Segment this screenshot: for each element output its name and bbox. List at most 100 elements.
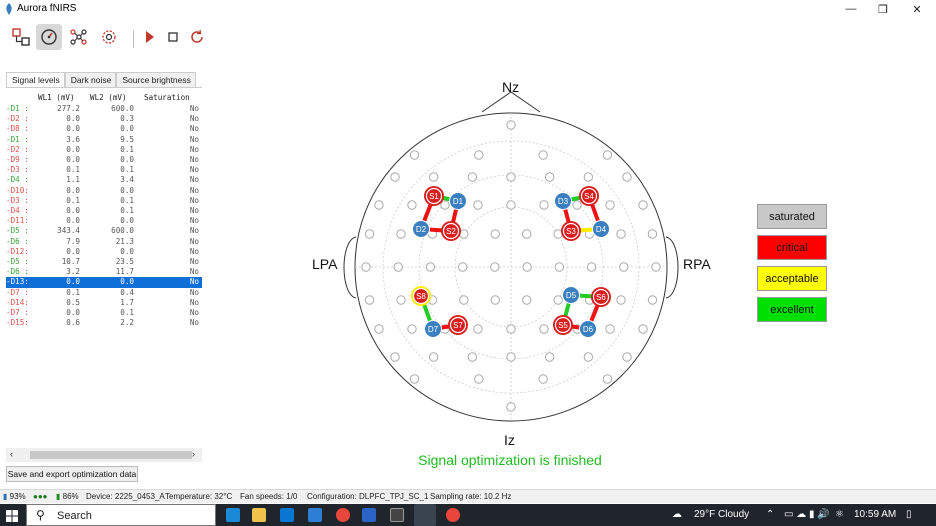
empty-position-marker [374,200,384,210]
table-header: WL1 (mV) WL2 (mV) Saturation [6,93,202,103]
table-row[interactable]: -D4 : 0.0 0.1 No [6,206,202,216]
scrollbar-thumb[interactable] [30,451,192,459]
table-row[interactable]: -D13: 0.0 0.0 No [6,277,202,288]
table-row[interactable]: -D1 : 3.6 9.5 No [6,135,202,145]
nose-outline [481,91,541,113]
table-row[interactable]: -D4 : 1.1 3.4 No [6,175,202,185]
source-s8 [412,287,430,305]
battery-level: 86% [62,492,79,501]
optode-head-map: D1 D2 D3 D4 D5 D6 D7 S1 S2 S3 S4 S5 S6 S7 S8 [300,70,730,460]
taskbar-search-box[interactable]: ⚲ Search [26,504,216,526]
empty-position-marker [583,172,594,182]
empty-position-marker [539,200,549,210]
maximize-icon[interactable]: ❐ [878,3,888,16]
chrome-secondary-icon[interactable] [446,508,460,522]
empty-position-marker [364,295,375,305]
mail-icon[interactable] [308,508,322,522]
windows-start-icon[interactable] [6,509,18,522]
play-icon[interactable] [136,24,162,50]
empty-position-marker [544,172,555,182]
table-row[interactable]: -D6 : 7.9 21.3 No [6,237,202,247]
task-view-icon[interactable] [226,508,240,522]
table-row[interactable]: -D5 : 343.4 600.0 No [6,226,202,236]
wl2-value: 0.0 [120,246,134,256]
table-row[interactable]: -D7 : 0.1 0.4 No [6,288,202,298]
table-row[interactable]: -D6 : 3.2 11.7 No [6,267,202,277]
channel-name: -D3 : [6,195,29,205]
table-row[interactable]: -D10: 0.0 0.0 No [6,186,202,196]
channel-name: -D14: [6,297,29,307]
source-s7 [449,316,467,334]
wl2-value: 0.1 [120,165,134,175]
tab-signal-levels[interactable]: Signal levels [6,72,65,88]
empty-position-marker [467,172,478,182]
close-icon[interactable]: ✕ [912,3,922,16]
clock-time[interactable]: 10:59 AM [854,509,897,520]
tab-dark-noise[interactable]: Dark noise [64,72,117,88]
wl2-value: 0.0 [120,155,134,164]
empty-position-marker [616,229,626,239]
file-explorer-icon[interactable] [252,508,266,522]
store-icon[interactable] [280,508,294,522]
wifi-icon: ▮ [3,492,8,501]
source-label: S4 [584,192,594,201]
vscode-icon[interactable] [362,508,376,522]
table-row[interactable]: -D14: 0.5 1.7 No [6,298,202,308]
refresh-icon[interactable] [184,24,210,50]
signal-optimization-icon[interactable] [36,24,62,50]
stop-icon[interactable] [160,24,186,50]
signal-levels-table: WL1 (mV) WL2 (mV) Saturation -D1 : 277.2 6… [6,88,202,448]
table-row[interactable]: -D1 : 277.2 600.0 No [6,104,202,114]
channel-name: -D5 : [6,257,29,266]
tray-chevron-icon[interactable]: ⌃ [766,509,775,520]
chrome-icon[interactable] [336,508,350,522]
table-row[interactable]: -D3 : 0.1 0.1 No [6,165,202,175]
wl2-value: 9.5 [120,134,134,144]
table-row[interactable]: -D12: 0.0 0.0 No [6,247,202,257]
tab-bar: Signal levels Dark noise Source brightness [6,72,202,88]
scroll-right-icon[interactable]: › [192,449,195,459]
aurora-taskbar-icon[interactable] [414,504,436,526]
wl2-value: 23.5 [115,257,134,266]
table-row[interactable]: -D5 : 10.7 23.5 No [6,257,202,267]
search-icon: ⚲ [36,508,45,522]
montage-icon[interactable] [66,24,92,50]
minimize-icon[interactable]: — [845,3,857,15]
horizontal-scrollbar[interactable]: ‹ › [6,448,202,462]
tab-source-brightness[interactable]: Source brightness [116,72,196,88]
empty-position-marker [396,295,406,305]
terminal-icon[interactable] [390,508,404,522]
hardware-config-icon[interactable] [8,24,34,50]
source-s3 [562,222,580,240]
notification-icon[interactable]: ▯ [906,509,912,520]
empty-position-marker [390,172,400,182]
scroll-left-icon[interactable]: ‹ [10,449,13,459]
language-globe-icon[interactable]: ⚛ [835,509,844,520]
landmark-iz: Iz [504,432,515,448]
settings-gear-icon[interactable] [96,24,122,50]
wl2-value: 21.3 [115,236,134,246]
wl1-value: 0.1 [66,287,80,297]
saturation-value: No [189,114,199,124]
table-row[interactable]: -D8 : 0.0 0.0 No [6,124,202,134]
save-export-button[interactable]: Save and export optimization data [6,466,138,482]
app-logo-icon [6,3,12,15]
empty-position-marker [522,295,532,305]
wl1-value: 0.6 [66,318,80,328]
table-row[interactable]: -D7 : 0.0 0.1 No [6,308,202,318]
table-row[interactable]: -D11: 0.0 0.0 No [6,216,202,226]
table-row[interactable]: -D3 : 0.1 0.1 No [6,196,202,206]
source-label: S7 [453,321,463,330]
empty-position-marker [522,262,532,272]
table-row[interactable]: -D9 : 0.0 0.0 No [6,155,202,165]
table-row[interactable]: -D15: 0.6 2.2 No [6,318,202,328]
wl1-value: 343.4 [57,226,80,236]
landmark-rpa: RPA [683,256,711,272]
sampling-rate-info: Sampling rate: 10.2 Hz [430,492,512,501]
table-row[interactable]: -D2 : 0.0 0.3 No [6,114,202,124]
wl1-value: 3.2 [66,267,80,277]
table-row[interactable]: -D2 : 0.0 0.1 No [6,145,202,155]
tray-icons[interactable]: ▭ ☁ ▮ 🔊 [784,509,830,520]
weather-text[interactable]: 29°F Cloudy [694,509,750,520]
source-s2 [442,222,460,240]
